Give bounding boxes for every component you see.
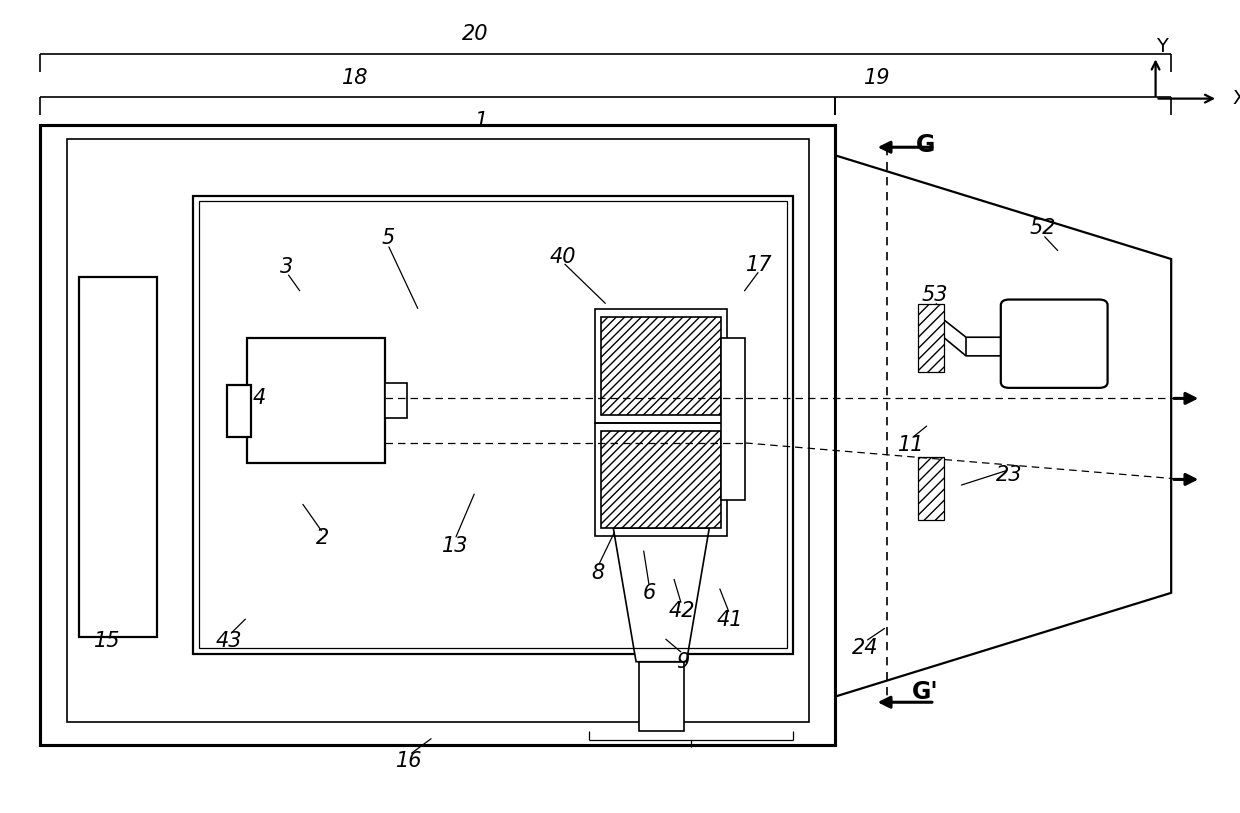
Bar [601,431,722,528]
Text: 41: 41 [717,610,743,629]
Text: 3: 3 [280,257,294,277]
Bar [40,125,836,746]
Text: X: X [1233,89,1240,108]
Text: G: G [915,133,935,157]
Bar [40,125,836,746]
Bar [79,277,157,637]
Text: Y: Y [1156,37,1168,56]
Text: 42: 42 [668,601,694,620]
Bar [595,423,727,536]
Text: 24: 24 [852,638,878,658]
Text: 15: 15 [94,632,120,651]
Text: 11: 11 [898,436,924,455]
Bar [639,662,684,731]
Bar [386,383,407,418]
Text: 17: 17 [746,254,773,275]
Bar [722,337,745,500]
Polygon shape [614,528,709,662]
Text: 6: 6 [642,583,656,603]
Bar [67,139,808,723]
FancyBboxPatch shape [1001,299,1107,388]
Text: 1: 1 [475,111,487,132]
Text: 52: 52 [1029,218,1056,238]
Polygon shape [836,155,1171,697]
Text: 9: 9 [676,652,689,672]
Bar [247,337,386,463]
Text: 23: 23 [996,465,1023,485]
Text: 8: 8 [591,563,604,583]
Bar [200,201,787,648]
Text: 20: 20 [463,24,489,44]
Bar [918,457,945,520]
Bar [193,196,794,654]
Bar [601,317,722,415]
Text: 5: 5 [381,228,394,248]
Bar [595,309,727,423]
Text: 40: 40 [549,246,577,267]
Text: 2: 2 [316,528,330,548]
Text: 4: 4 [253,389,265,408]
Text: 53: 53 [921,285,949,305]
Text: 18: 18 [342,68,368,89]
Text: 43: 43 [216,632,243,651]
Text: G': G' [911,680,939,704]
Text: 16: 16 [396,751,423,772]
Text: 13: 13 [441,536,469,556]
Bar [918,303,945,372]
Bar [227,385,250,437]
Text: 19: 19 [864,68,890,89]
